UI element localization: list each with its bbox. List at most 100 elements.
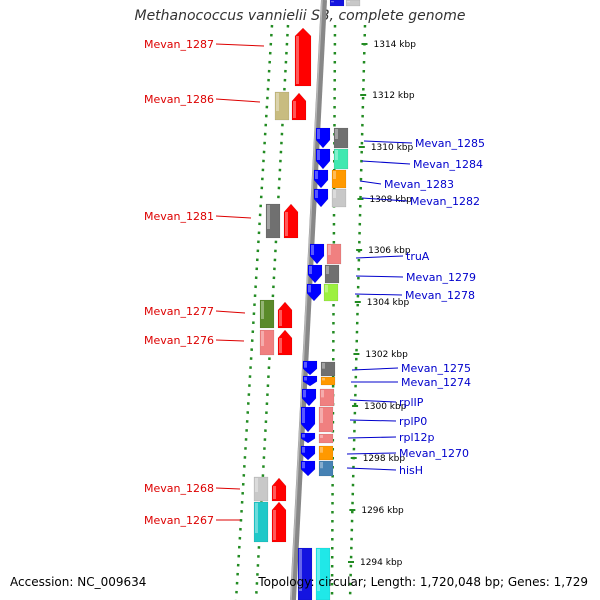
gene-block-27	[306, 283, 322, 302]
left-gene-label: Mevan_1277	[144, 305, 214, 318]
gene-block-38	[318, 433, 334, 444]
right-gene-label: Mevan_1285	[415, 137, 485, 150]
gene-block-shine-18	[335, 150, 338, 160]
gene-block-14	[271, 501, 287, 543]
gene-block-43	[297, 547, 313, 600]
gene-block-shine-42	[320, 462, 323, 469]
gene-block-20	[331, 169, 347, 189]
kbp-label: 1312 kbp	[372, 91, 415, 101]
right-gene-label: Mevan_1283	[384, 178, 454, 191]
gene-block-shine-31	[304, 377, 307, 381]
gene-block-shine-15	[317, 129, 320, 139]
gene-block-shine-11	[255, 478, 258, 492]
gene-block-32	[320, 376, 336, 386]
gene-block-8	[277, 301, 293, 329]
gene-block-shine-44	[317, 549, 320, 591]
right-gene-label: truA	[406, 250, 430, 263]
gene-block-shine-40	[320, 447, 323, 453]
kbp-label: 1310 kbp	[371, 143, 414, 153]
gene-block-11	[253, 476, 269, 502]
gene-block-shine-41	[302, 462, 305, 469]
kbp-label: 1296 kbp	[361, 506, 404, 516]
gene-block-shine-17	[317, 150, 320, 160]
gene-block-shine-33	[303, 390, 306, 398]
gene-block-15	[315, 127, 331, 149]
right-gene-leader	[363, 140, 413, 144]
left-gene-label: Mevan_1287	[144, 38, 214, 51]
genome-backbone	[290, 0, 327, 600]
gene-block-0	[329, 0, 345, 7]
topology-text: Topology: circular; Length: 1,720,048 bp…	[258, 575, 588, 589]
gene-block-shine-38	[320, 435, 323, 438]
gene-block-shine-16	[335, 129, 338, 139]
gene-block-1	[345, 0, 361, 7]
gene-block-shine-29	[304, 362, 307, 368]
gene-block-18	[333, 148, 349, 170]
gene-block-shine-32	[322, 378, 325, 381]
gene-block-shine-35	[302, 408, 305, 423]
right-gene-label: Mevan_1275	[401, 362, 471, 375]
kbp-label: 1300 kbp	[364, 402, 407, 412]
right-gene-leader	[346, 467, 397, 471]
accession-text: Accession: NC_009634	[10, 575, 147, 589]
right-gene-leader	[359, 180, 382, 185]
gene-block-shine-26	[326, 266, 329, 274]
gene-block-3	[274, 91, 290, 121]
gene-block-23	[309, 243, 325, 265]
gene-block-25	[307, 264, 323, 284]
gene-block-shine-37	[302, 434, 305, 438]
gene-block-16	[333, 127, 349, 149]
right-gene-label: Mevan_1279	[406, 271, 476, 284]
right-gene-leader	[354, 293, 403, 296]
kbp-label: 1314 kbp	[374, 40, 417, 50]
kbp-label: 1294 kbp	[360, 558, 403, 568]
gene-block-34	[319, 388, 335, 407]
left-gene-leader	[215, 339, 245, 342]
genome-title: Methanococcus vannielii SB, complete gen…	[134, 8, 466, 24]
gene-block-37	[300, 432, 316, 444]
left-gene-label: Mevan_1286	[144, 93, 214, 106]
guide-dotted-right-outer	[348, 24, 367, 600]
gene-block-2	[294, 27, 312, 87]
gene-block-shine-8	[279, 310, 282, 326]
left-gene-leader	[215, 487, 241, 490]
gene-block-shine-2	[296, 36, 299, 84]
gene-block-shine-9	[261, 331, 264, 346]
gene-block-10	[277, 329, 293, 356]
gene-block-shine-5	[267, 205, 270, 229]
left-gene-leader	[215, 310, 246, 314]
gene-block-shine-19	[315, 171, 318, 179]
gene-block-shine-30	[322, 363, 325, 369]
gene-block-shine-21	[315, 190, 318, 198]
right-gene-label: Mevan_1270	[399, 447, 469, 460]
gene-block-4	[291, 92, 307, 121]
left-gene-label: Mevan_1276	[144, 334, 214, 347]
right-gene-label: Mevan_1282	[410, 195, 480, 208]
gene-block-shine-4	[293, 101, 296, 118]
left-gene-leader	[215, 43, 265, 47]
gene-block-26	[324, 264, 340, 284]
right-gene-leader	[349, 399, 397, 403]
right-gene-leader	[355, 275, 404, 278]
right-gene-leader	[361, 160, 411, 165]
gene-block-5	[265, 203, 281, 239]
gene-block-41	[300, 460, 316, 477]
gene-block-29	[302, 360, 318, 376]
gene-block-shine-10	[279, 338, 282, 353]
gene-block-35	[300, 406, 316, 433]
kbp-label: 1304 kbp	[367, 298, 410, 308]
gene-block-36	[318, 406, 334, 433]
gene-block-33	[301, 388, 317, 407]
right-gene-leader	[351, 367, 399, 371]
right-gene-label: Mevan_1274	[401, 376, 471, 389]
right-gene-label: rpl12p	[399, 431, 435, 444]
left-gene-leader	[215, 215, 252, 219]
gene-block-shine-22	[333, 190, 336, 198]
left-gene-leader	[215, 98, 261, 103]
gene-block-shine-14	[273, 510, 276, 540]
gene-block-shine-43	[299, 549, 302, 591]
guide-dotted-left-outer	[234, 24, 274, 600]
gene-block-9	[259, 329, 275, 356]
kbp-label: 1306 kbp	[368, 246, 411, 256]
